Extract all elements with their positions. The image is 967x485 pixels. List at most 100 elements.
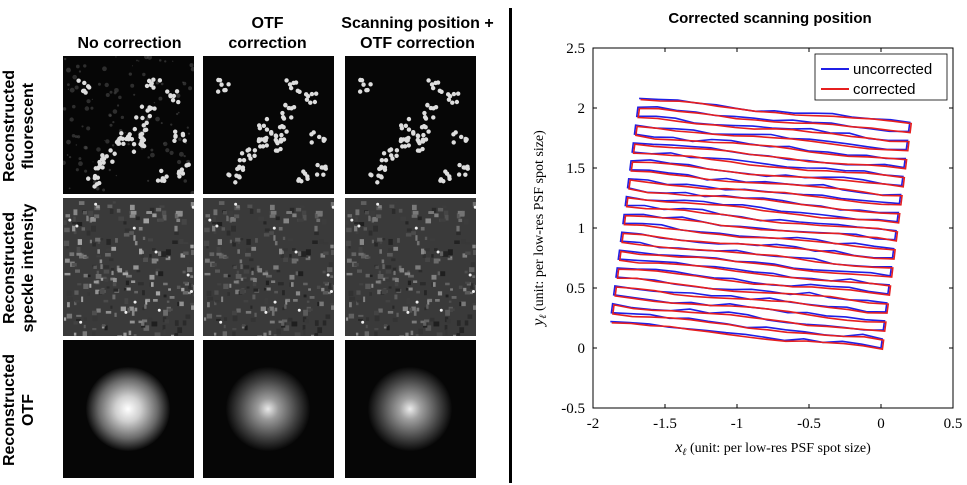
speckle-grain [96, 270, 99, 277]
speckle-grain [392, 277, 398, 281]
speckle-grain [383, 276, 389, 280]
fluorescent-particle [286, 105, 292, 111]
speckle-grain [406, 298, 411, 305]
fluorescent-particle [180, 171, 186, 176]
fluorescent-particle [144, 83, 150, 89]
speckle-grain [347, 214, 353, 218]
fluorescent-particle [368, 82, 373, 87]
speckle-grain [461, 239, 466, 245]
speckle-grain [123, 287, 127, 291]
speckle-grain [282, 307, 285, 311]
speckle-grain [465, 251, 471, 255]
speckle-grain [172, 240, 178, 245]
background-noise [165, 148, 170, 153]
fluorescent-particle [287, 82, 293, 87]
speckle-grain [142, 290, 145, 296]
speckle-grain [451, 296, 457, 299]
speckle-grain [72, 222, 77, 225]
speckle-grain [96, 255, 101, 258]
speckle-grain [222, 210, 228, 215]
speckle-grain [239, 259, 243, 264]
background-noise [111, 144, 115, 147]
speckle-grain [273, 334, 277, 336]
speckle-grain [423, 319, 430, 323]
speckle-grain [436, 332, 443, 336]
speckle-grain [232, 331, 236, 336]
background-noise [104, 140, 106, 142]
speckle-grain [218, 201, 225, 205]
fluorescent-particle [159, 168, 164, 174]
speckle-bright-spot [361, 320, 365, 324]
speckle-grain [464, 320, 469, 326]
speckle-grain [131, 280, 136, 284]
speckle-grain [355, 230, 359, 235]
speckle-grain [440, 251, 444, 256]
fluorescent-particle [125, 134, 131, 139]
speckle-grain [268, 210, 272, 214]
fluorescent-particle [454, 99, 460, 105]
image-fluorescent-no-correction [63, 56, 194, 194]
speckle-grain [110, 317, 116, 322]
fluorescent-particle [151, 77, 156, 82]
fluorescent-particle [291, 104, 297, 110]
background-noise [90, 106, 94, 110]
speckle-grain [377, 274, 384, 279]
speckle-grain [327, 291, 331, 295]
speckle-grain [416, 307, 420, 312]
speckle-grain [117, 335, 123, 336]
speckle-grain [386, 325, 390, 331]
speckle-grain [163, 329, 166, 336]
speckle-grain [111, 270, 114, 276]
speckle-grain [235, 274, 242, 279]
fluorescent-particle [422, 110, 427, 116]
y-tick-label: 2 [578, 101, 586, 117]
speckle-grain [363, 296, 366, 303]
speckle-grain [226, 215, 229, 222]
speckle-grain [133, 334, 137, 336]
speckle-grain [392, 305, 395, 309]
fluorescent-particle [245, 148, 250, 153]
speckle-grain [174, 213, 179, 219]
speckle-grain [277, 282, 284, 286]
speckle-grain [274, 290, 278, 294]
fluorescent-particle [120, 136, 125, 142]
row-title-line: Reconstructed [1, 353, 18, 467]
fluorescent-particle [171, 93, 177, 99]
background-noise [153, 102, 156, 104]
fluorescent-particle [295, 88, 300, 94]
fluorescent-particle [450, 100, 455, 105]
speckle-grain [472, 302, 476, 306]
fluorescent-particle [379, 164, 384, 170]
speckle-grain [271, 310, 275, 316]
speckle-grain [204, 227, 210, 233]
background-noise [190, 66, 194, 72]
speckle-grain [331, 249, 334, 256]
fluorescent-particle [186, 162, 191, 167]
background-noise [160, 122, 163, 125]
speckle-bright-spot [124, 310, 128, 314]
speckle-grain [143, 257, 149, 263]
fluorescent-particle [288, 85, 294, 91]
speckle-grain [63, 240, 70, 247]
background-noise [104, 82, 109, 88]
fluorescent-particle [146, 78, 152, 84]
speckle-grain [111, 246, 117, 251]
speckle-grain [375, 265, 379, 269]
speckle-grain [193, 293, 194, 297]
background-noise [190, 190, 194, 194]
speckle-grain [387, 310, 394, 314]
fluorescent-particle [361, 82, 366, 87]
fluorescent-particle [284, 78, 289, 83]
speckle-grain [370, 210, 376, 217]
fluorescent-particle [394, 148, 400, 153]
speckle-grain [469, 291, 473, 295]
speckle-grain [378, 255, 383, 258]
speckle-grain [246, 238, 251, 245]
speckle-grain [251, 270, 254, 276]
speckle-grain [276, 328, 281, 335]
speckle-grain [353, 262, 359, 267]
background-noise [86, 126, 91, 131]
speckle-grain [74, 301, 77, 306]
background-noise [136, 59, 138, 62]
speckle-grain [345, 220, 349, 225]
